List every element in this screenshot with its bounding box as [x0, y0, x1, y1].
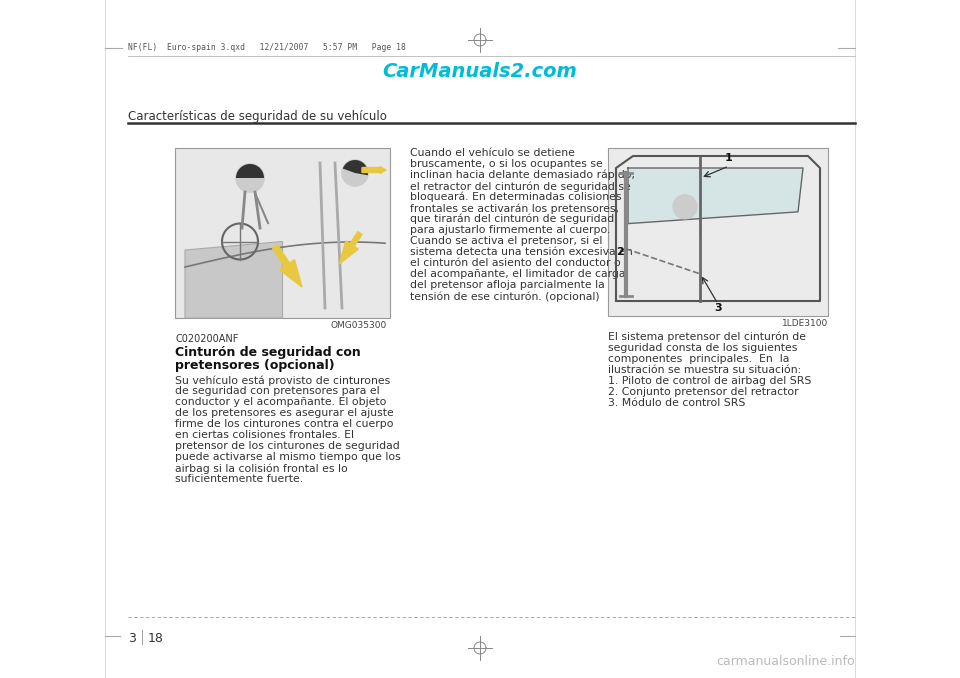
- FancyArrow shape: [273, 245, 302, 287]
- Text: inclinan hacia delante demasiado rápido,: inclinan hacia delante demasiado rápido,: [410, 170, 635, 180]
- Text: que tirarán del cinturón de seguridad: que tirarán del cinturón de seguridad: [410, 214, 614, 224]
- Text: firme de los cinturones contra el cuerpo: firme de los cinturones contra el cuerpo: [175, 419, 394, 429]
- Text: bloqueará. En determinadas colisiones: bloqueará. En determinadas colisiones: [410, 192, 621, 203]
- Circle shape: [236, 164, 264, 192]
- Text: Cuando se activa el pretensor, si el: Cuando se activa el pretensor, si el: [410, 236, 602, 246]
- Text: frontales se activarán los pretensores,: frontales se activarán los pretensores,: [410, 203, 619, 214]
- FancyArrow shape: [340, 232, 362, 264]
- Text: de seguridad con pretensores para el: de seguridad con pretensores para el: [175, 386, 379, 396]
- FancyArrow shape: [362, 167, 386, 174]
- Polygon shape: [185, 241, 282, 318]
- Text: carmanualsonline.info: carmanualsonline.info: [716, 655, 855, 668]
- Text: del pretensor afloja parcialmente la: del pretensor afloja parcialmente la: [410, 280, 605, 290]
- Wedge shape: [343, 160, 368, 175]
- Text: C020200ANF: C020200ANF: [175, 334, 238, 344]
- Bar: [175, 148, 390, 318]
- Text: el retractor del cinturón de seguridad se: el retractor del cinturón de seguridad s…: [410, 181, 631, 191]
- Text: en ciertas colisiones frontales. El: en ciertas colisiones frontales. El: [175, 430, 354, 440]
- Text: El sistema pretensor del cinturón de: El sistema pretensor del cinturón de: [608, 332, 806, 342]
- Circle shape: [342, 160, 368, 186]
- Text: 1: 1: [725, 153, 732, 163]
- Text: pretensor de los cinturones de seguridad: pretensor de los cinturones de seguridad: [175, 441, 399, 451]
- Text: Cinturón de seguridad con: Cinturón de seguridad con: [175, 346, 361, 359]
- Text: airbag si la colisión frontal es lo: airbag si la colisión frontal es lo: [175, 463, 348, 473]
- Text: Características de seguridad de su vehículo: Características de seguridad de su vehíc…: [128, 110, 387, 123]
- Text: pretensores (opcional): pretensores (opcional): [175, 359, 335, 372]
- Wedge shape: [236, 164, 264, 178]
- Text: para ajustarlo firmemente al cuerpo.: para ajustarlo firmemente al cuerpo.: [410, 225, 611, 235]
- Text: seguridad consta de los siguientes: seguridad consta de los siguientes: [608, 343, 798, 353]
- Text: NF(FL)  Euro-spain 3.qxd   12/21/2007   5:57 PM   Page 18: NF(FL) Euro-spain 3.qxd 12/21/2007 5:57 …: [128, 43, 406, 52]
- Text: CarManuals2.com: CarManuals2.com: [383, 62, 577, 81]
- Text: Cuando el vehículo se detiene: Cuando el vehículo se detiene: [410, 148, 575, 158]
- Text: puede activarse al mismo tiempo que los: puede activarse al mismo tiempo que los: [175, 452, 400, 462]
- Text: 3: 3: [128, 632, 136, 645]
- Text: OMG035300: OMG035300: [331, 321, 387, 330]
- Text: 3. Módulo de control SRS: 3. Módulo de control SRS: [608, 398, 745, 408]
- Text: el cinturón del asiento del conductor o: el cinturón del asiento del conductor o: [410, 258, 621, 268]
- Text: 2. Conjunto pretensor del retractor: 2. Conjunto pretensor del retractor: [608, 387, 799, 397]
- Text: 3: 3: [714, 303, 722, 313]
- Text: del acompañante, el limitador de carga: del acompañante, el limitador de carga: [410, 269, 626, 279]
- Text: tensión de ese cinturón. (opcional): tensión de ese cinturón. (opcional): [410, 291, 600, 302]
- Text: sistema detecta una tensión excesiva en: sistema detecta una tensión excesiva en: [410, 247, 633, 257]
- Bar: [608, 148, 828, 316]
- Text: conductor y el acompañante. El objeto: conductor y el acompañante. El objeto: [175, 397, 386, 407]
- Circle shape: [673, 195, 697, 219]
- Text: componentes  principales.  En  la: componentes principales. En la: [608, 354, 789, 364]
- Text: ilustración se muestra su situación:: ilustración se muestra su situación:: [608, 365, 802, 375]
- Text: 1LDE3100: 1LDE3100: [781, 319, 828, 328]
- Text: 18: 18: [148, 632, 164, 645]
- Text: 2: 2: [616, 247, 624, 257]
- Text: Su vehículo está provisto de cinturones: Su vehículo está provisto de cinturones: [175, 375, 391, 386]
- Text: bruscamente, o si los ocupantes se: bruscamente, o si los ocupantes se: [410, 159, 603, 169]
- Text: de los pretensores es asegurar el ajuste: de los pretensores es asegurar el ajuste: [175, 408, 394, 418]
- Polygon shape: [628, 168, 803, 224]
- Text: 1. Piloto de control de airbag del SRS: 1. Piloto de control de airbag del SRS: [608, 376, 811, 386]
- Text: suficientemente fuerte.: suficientemente fuerte.: [175, 474, 303, 484]
